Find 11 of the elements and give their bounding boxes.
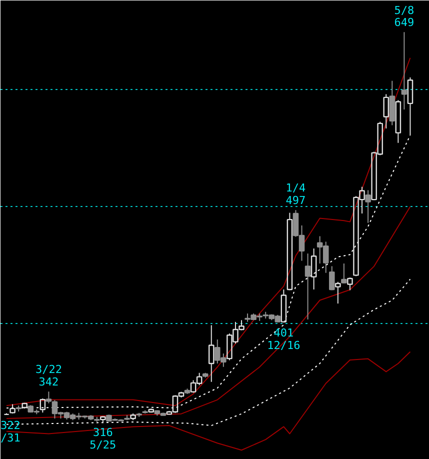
candlestick	[310, 248, 317, 290]
candlestick	[365, 190, 371, 224]
annotation: 1/4 497	[286, 182, 306, 208]
annotation: 5/8 649	[394, 4, 414, 30]
candlestick	[304, 253, 311, 320]
annotation: 322 /31	[0, 419, 20, 444]
candlestick	[401, 32, 408, 110]
annotation: 3/22 342	[35, 363, 62, 389]
candlestick	[383, 94, 390, 129]
candlestick	[208, 324, 214, 382]
annotation: 316 5/25	[90, 426, 116, 452]
